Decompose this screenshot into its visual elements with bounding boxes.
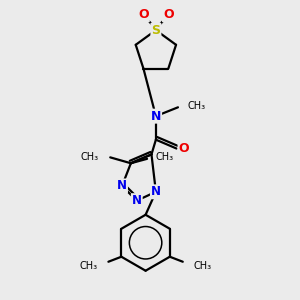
Text: CH₃: CH₃ xyxy=(194,261,211,271)
Text: CH₃: CH₃ xyxy=(80,261,98,271)
Text: CH₃: CH₃ xyxy=(188,101,206,111)
Text: N: N xyxy=(151,185,161,198)
Text: O: O xyxy=(178,142,189,155)
Text: N: N xyxy=(132,194,142,207)
Text: S: S xyxy=(152,24,160,37)
Text: N: N xyxy=(151,110,161,123)
Text: CH₃: CH₃ xyxy=(155,152,173,162)
Text: N: N xyxy=(117,179,127,192)
Text: CH₃: CH₃ xyxy=(81,152,99,162)
Text: O: O xyxy=(138,8,149,21)
Text: O: O xyxy=(163,8,174,21)
